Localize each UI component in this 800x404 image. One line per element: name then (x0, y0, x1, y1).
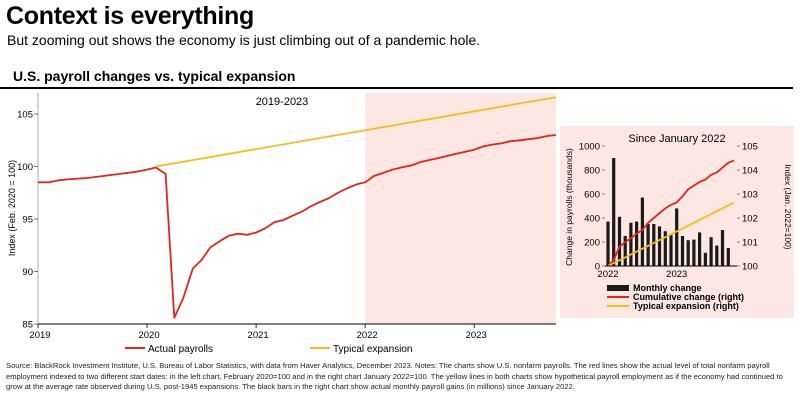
legend-typical-label: Typical expansion (333, 344, 413, 355)
inset-legend-typical-label: Typical expansion (right) (633, 301, 739, 311)
inset-legend-cumulative-label: Cumulative change (right) (633, 292, 744, 302)
inset-right-tick-label: 104 (742, 166, 758, 177)
main-chart: 85 90 95 100 105 2019 2020 2021 2022 2023 Index (… (7, 93, 794, 355)
actual-payrolls-line (38, 134, 557, 319)
inset-bar (606, 221, 610, 266)
y-tick-label: 105 (17, 110, 33, 121)
y-tick-label: 100 (17, 162, 33, 173)
inset-bar (686, 240, 690, 266)
page-subtitle: But zooming out shows the economy is jus… (7, 32, 481, 48)
inset-chart: Since January 2022 0 200 400 600 800 1000 100 1… (560, 126, 794, 318)
inset-bar (698, 232, 702, 266)
inset-bar (709, 237, 713, 266)
inset-left-axis-label: Change in payrolls (thousands) (564, 148, 574, 266)
chart-title: U.S. payroll changes vs. typical expansi… (13, 68, 296, 84)
inset-bar (629, 222, 633, 266)
typical-expansion-line (155, 96, 557, 168)
inset-right-tick-label: 102 (742, 214, 758, 225)
source-notes: Source: BlackRock Investment Institute, … (6, 361, 783, 391)
inset-bar (669, 234, 673, 266)
inset-right-tick-label: 101 (742, 238, 758, 249)
inset-bar (675, 208, 679, 266)
inset-bar (663, 231, 667, 266)
inset-bar (635, 221, 639, 266)
inset-bar (640, 197, 644, 266)
inset-title: Since January 2022 (628, 133, 725, 145)
inset-left-tick-label: 0 (595, 262, 600, 273)
y-tick-label: 95 (22, 215, 33, 226)
inset-right-tick-label: 103 (742, 190, 758, 201)
inset-bar (612, 158, 616, 266)
inset-legend-monthly-label: Monthly change (633, 283, 702, 293)
x-tick-label: 2020 (138, 330, 159, 341)
inset-bar (715, 245, 719, 266)
shaded-region (365, 93, 556, 324)
inset-legend-bars-swatch (607, 285, 629, 291)
inset-bar (720, 230, 725, 266)
x-tick-label: 2021 (248, 330, 269, 341)
y-tick-label: 85 (22, 320, 33, 331)
y-tick-label: 90 (22, 267, 33, 278)
x-tick-label: 2022 (357, 330, 378, 341)
inset-cumulative-line (607, 159, 735, 267)
inset-x-tick-label: 2023 (666, 269, 687, 280)
inset-left-tick-label: 200 (584, 238, 600, 249)
inset-bar (703, 252, 707, 266)
inset-x-tick-label: 2022 (597, 269, 618, 280)
inset-left-tick-label: 600 (584, 190, 600, 201)
inset-bar (726, 248, 730, 266)
inset-right-tick-label: 105 (742, 142, 758, 153)
inset-right-tick-label: 100 (742, 262, 758, 273)
inset-bar (652, 224, 656, 266)
inset-bar (680, 236, 685, 266)
page-title: Context is everything (6, 2, 254, 30)
inset-left-tick-label: 1000 (579, 142, 600, 153)
inset-bar (657, 226, 662, 266)
legend-actual-label: Actual payrolls (148, 344, 213, 355)
x-tick-label: 2019 (29, 330, 50, 341)
x-tick-label: 2023 (466, 330, 487, 341)
title-rule (0, 87, 793, 89)
inset-left-tick-label: 400 (584, 214, 600, 225)
inset-left-tick-label: 800 (584, 166, 600, 177)
inset-bar (623, 236, 627, 266)
y-axis-label: Index (Feb. 2020 = 100) (7, 160, 17, 256)
main-chart-period-label: 2019-2023 (256, 96, 309, 108)
inset-typical-line (607, 201, 735, 267)
inset-bar (617, 216, 622, 266)
inset-right-axis-label: Index (Jan. 2022=100) (783, 164, 793, 249)
inset-bar (692, 239, 696, 266)
